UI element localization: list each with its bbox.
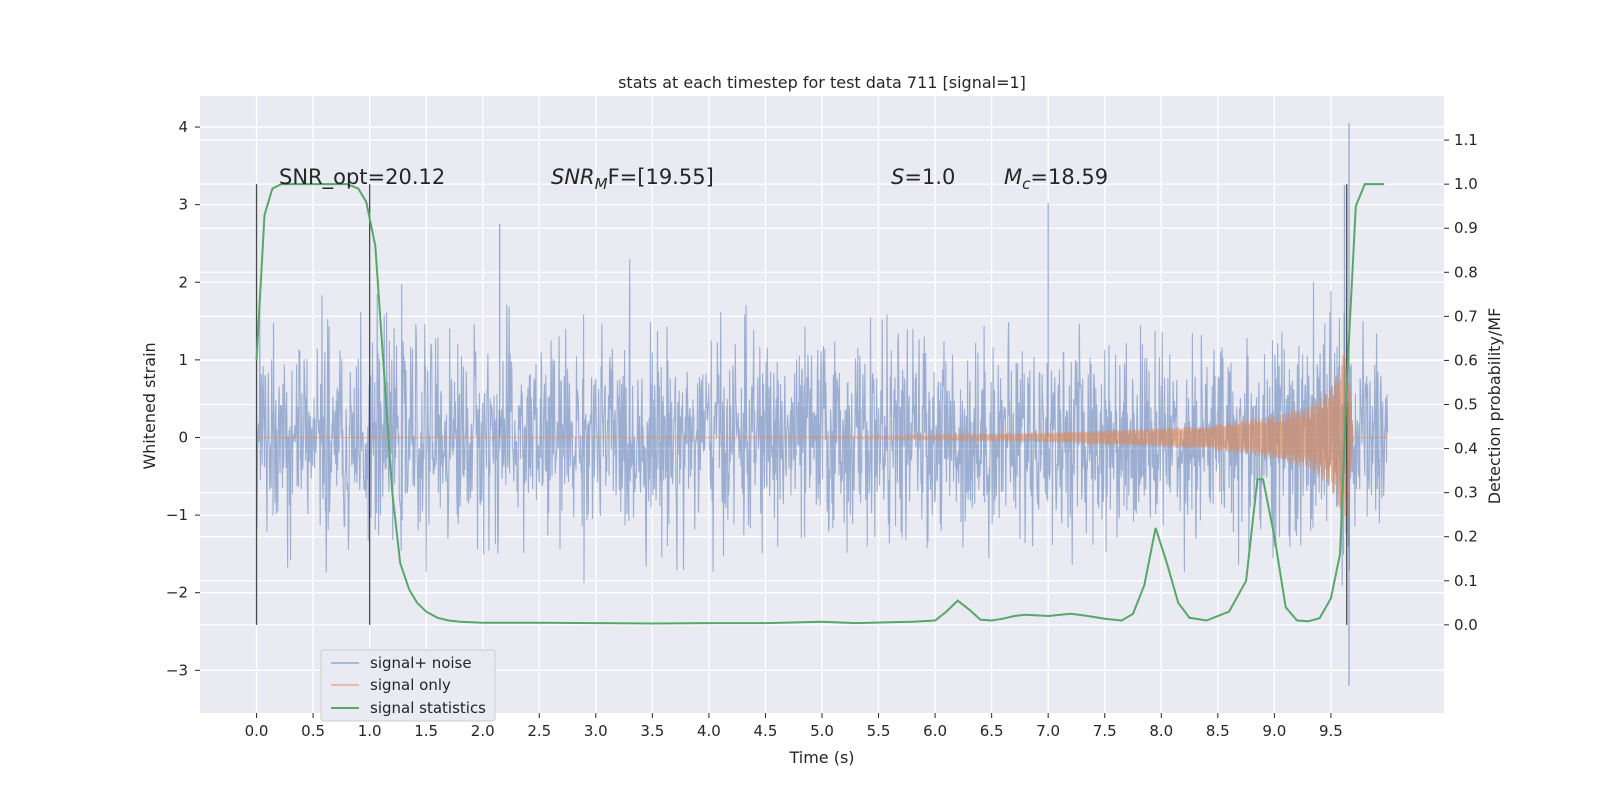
y-tick-label-left: 1 <box>178 351 188 369</box>
x-tick-label: 6.5 <box>980 722 1004 740</box>
y-tick-label-left: 2 <box>178 273 188 291</box>
annotation-mc-subscript: c <box>1022 175 1031 193</box>
legend-label-signal-statistics: signal statistics <box>370 699 486 717</box>
annotation-snr-mf-value: F=[19.55] <box>608 165 714 189</box>
annotation-snr-mf: SNRMF=[19.55] <box>551 165 714 193</box>
chart-title: stats at each timestep for test data 711… <box>618 73 1026 92</box>
signal-only-trace <box>256 351 1388 537</box>
annotation-s-symbol: S <box>891 165 904 189</box>
annotation-snr-mf-subscript: M <box>595 175 608 193</box>
y-tick-label-right: 0.0 <box>1454 616 1478 634</box>
x-tick-label: 8.5 <box>1206 722 1230 740</box>
y-tick-label-right: 0.8 <box>1454 263 1478 281</box>
x-tick-label: 8.0 <box>1149 722 1173 740</box>
x-tick-label: 1.5 <box>414 722 438 740</box>
y-tick-label-left: −3 <box>166 661 188 679</box>
legend-box <box>320 649 496 722</box>
stat-layer <box>255 183 1385 625</box>
y-tick-label-right: 0.5 <box>1454 396 1478 414</box>
x-tick-label: 6.0 <box>923 722 947 740</box>
y-tick-label-right: 0.4 <box>1454 440 1478 458</box>
x-tick-label: 2.5 <box>527 722 551 740</box>
y-tick-label-right: 0.6 <box>1454 351 1478 369</box>
y-tick-label-left: 4 <box>178 118 188 136</box>
legend-label-signal-noise: signal+ noise <box>370 654 472 672</box>
x-tick-label: 3.5 <box>640 722 664 740</box>
y-tick-label-right: 0.3 <box>1454 484 1478 502</box>
x-tick-label: 0.0 <box>245 722 269 740</box>
x-tick-label: 7.0 <box>1036 722 1060 740</box>
x-tick-label: 3.0 <box>584 722 608 740</box>
y-tick-label-left: −1 <box>166 506 188 524</box>
y-tick-label-left: −2 <box>166 584 188 602</box>
y-tick-label-left: 3 <box>178 196 188 214</box>
legend-label-signal-only: signal only <box>370 676 451 694</box>
annotation-mc-symbol: M <box>1004 165 1022 189</box>
y-axis-label-right: Detection probability/MF <box>1485 308 1504 505</box>
x-tick-label: 5.5 <box>867 722 891 740</box>
y-tick-label-right: 1.0 <box>1454 175 1478 193</box>
signal-statistics-line <box>255 183 1385 625</box>
x-tick-label: 9.5 <box>1319 722 1343 740</box>
y-tick-label-right: 0.9 <box>1454 219 1478 237</box>
annotation-mc: Mc=18.59 <box>1004 165 1108 193</box>
x-tick-label: 7.5 <box>1093 722 1117 740</box>
y-tick-label-left: 0 <box>178 428 188 446</box>
x-tick-label: 1.0 <box>358 722 382 740</box>
annotation-s-value: =1.0 <box>904 165 955 189</box>
annotation-snr-mf-symbol: SNR <box>551 165 595 189</box>
x-tick-label: 4.0 <box>697 722 721 740</box>
x-tick-label: 4.5 <box>754 722 778 740</box>
data-layer <box>255 123 1389 686</box>
x-tick-label: 5.0 <box>810 722 834 740</box>
tick-layer: 0.0 0.5 1.0 1.5 2.0 2.5 3.0 3.5 4.0 4.5 5.0 5.5 6.0 6… <box>166 118 1478 740</box>
x-axis-label: Time (s) <box>788 748 854 767</box>
legend: signal+ noise signal only signal statist… <box>320 649 496 722</box>
x-tick-label: 0.5 <box>301 722 325 740</box>
y-axis-label-left: Whitened strain <box>140 342 159 469</box>
x-tick-label: 2.0 <box>471 722 495 740</box>
x-tick-label: 9.0 <box>1262 722 1286 740</box>
annotation-mc-value: =18.59 <box>1030 165 1108 189</box>
annotation-snr-opt: SNR_opt=20.12 <box>279 165 445 190</box>
y-tick-label-right: 0.2 <box>1454 528 1478 546</box>
annotation-s: S=1.0 <box>891 165 955 189</box>
y-tick-label-right: 1.1 <box>1454 131 1478 149</box>
y-tick-label-right: 0.7 <box>1454 307 1478 325</box>
y-tick-label-right: 0.1 <box>1454 572 1478 590</box>
